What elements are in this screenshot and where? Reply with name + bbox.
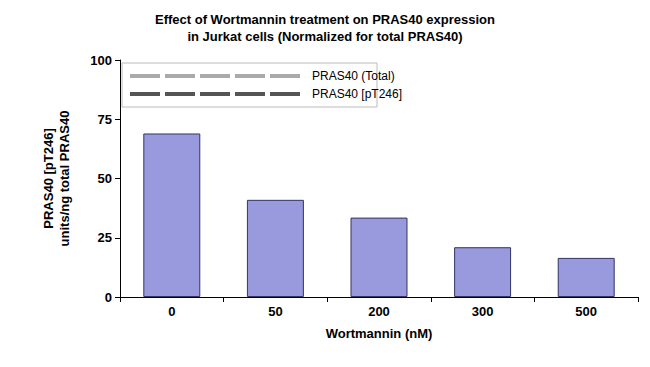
svg-text:PRAS40 (Total): PRAS40 (Total) — [312, 69, 395, 83]
svg-text:Wortmannin (nM): Wortmannin (nM) — [326, 326, 433, 341]
svg-text:50: 50 — [268, 304, 282, 319]
svg-text:500: 500 — [575, 304, 597, 319]
svg-text:200: 200 — [368, 304, 390, 319]
svg-text:PRAS40 [pT246]: PRAS40 [pT246] — [41, 128, 56, 228]
svg-text:in Jurkat cells (Normalized fo: in Jurkat cells (Normalized for total PR… — [187, 29, 462, 44]
svg-text:0: 0 — [105, 290, 112, 305]
svg-text:PRAS40 [pT246]: PRAS40 [pT246] — [312, 87, 402, 101]
svg-text:25: 25 — [98, 230, 112, 245]
svg-text:0: 0 — [168, 304, 175, 319]
svg-text:Effect of Wortmannin treatment: Effect of Wortmannin treatment on PRAS40… — [155, 12, 495, 27]
svg-text:100: 100 — [90, 53, 112, 68]
svg-text:300: 300 — [472, 304, 494, 319]
svg-text:75: 75 — [98, 112, 112, 127]
svg-text:50: 50 — [98, 171, 112, 186]
svg-text:units/ng total PRAS40: units/ng total PRAS40 — [57, 111, 72, 247]
